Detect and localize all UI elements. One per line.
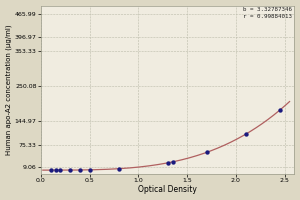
Point bbox=[204, 151, 209, 154]
Point bbox=[87, 168, 92, 171]
Point bbox=[53, 169, 58, 172]
X-axis label: Optical Density: Optical Density bbox=[138, 185, 197, 194]
Point bbox=[170, 160, 175, 163]
Text: b = 3.32787346
r = 0.99884013: b = 3.32787346 r = 0.99884013 bbox=[243, 7, 292, 19]
Point bbox=[243, 133, 248, 136]
Point bbox=[165, 161, 170, 164]
Point bbox=[48, 169, 53, 172]
Point bbox=[58, 169, 63, 172]
Point bbox=[68, 168, 73, 172]
Point bbox=[116, 167, 121, 170]
Point bbox=[278, 109, 282, 112]
Y-axis label: Human apo-A2 concentration (μg/ml): Human apo-A2 concentration (μg/ml) bbox=[6, 24, 12, 155]
Point bbox=[77, 168, 82, 172]
